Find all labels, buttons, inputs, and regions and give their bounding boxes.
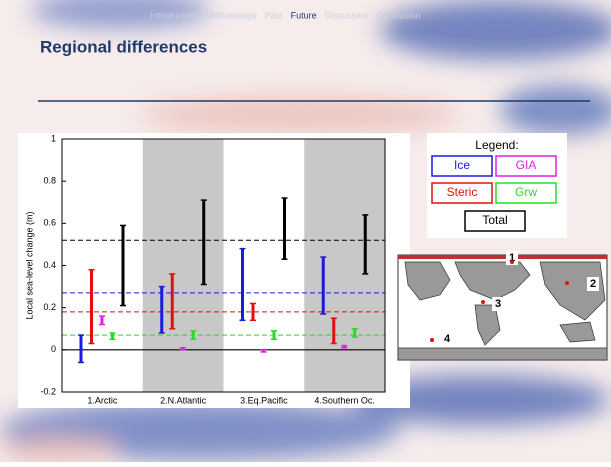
map-label: 2: [590, 278, 596, 290]
map-dot: [430, 338, 434, 342]
nav-item: Past: [265, 10, 284, 20]
y-tick-label: -0.2: [40, 386, 56, 396]
map-dot: [510, 260, 514, 264]
legend-title: Legend:: [475, 138, 518, 152]
nav-item: Discussion: [325, 10, 369, 20]
map-dot: [481, 300, 485, 304]
legend-label: Grw: [515, 185, 537, 199]
y-tick-label: 0.4: [43, 260, 56, 270]
y-tick-label: 0.2: [43, 302, 56, 312]
shaded-band: [304, 139, 385, 392]
nav-item: Future: [291, 10, 317, 20]
x-tick-label: 3.Eq.Pacific: [240, 395, 288, 405]
shaded-band: [143, 139, 224, 392]
y-tick-label: 0.8: [43, 176, 56, 186]
y-axis-label: Local sea-level change (m): [24, 211, 34, 319]
map-label: 3: [495, 298, 501, 310]
y-tick-label: 0: [51, 344, 56, 354]
legend-label: Total: [482, 213, 507, 227]
legend-label: Ice: [454, 158, 470, 172]
x-tick-label: 1.Arctic: [87, 395, 118, 405]
map-label: 4: [444, 333, 451, 345]
map-dot: [565, 281, 569, 285]
x-tick-label: 4.Southern Oc.: [314, 395, 375, 405]
x-tick-label: 2.N.Atlantic: [160, 395, 207, 405]
slide: Introduction Methodology Past Future Discuss…: [0, 0, 611, 462]
y-tick-label: 1: [51, 133, 56, 143]
legend-label: GIA: [516, 158, 537, 172]
nav-item: Methodology: [205, 10, 257, 20]
slide-title: Regional differences: [40, 37, 207, 56]
legend-label: Steric: [447, 185, 478, 199]
y-tick-label: 0.6: [43, 218, 56, 228]
nav-item: Conclusion: [376, 10, 421, 20]
nav-item: Introduction: [150, 10, 197, 20]
